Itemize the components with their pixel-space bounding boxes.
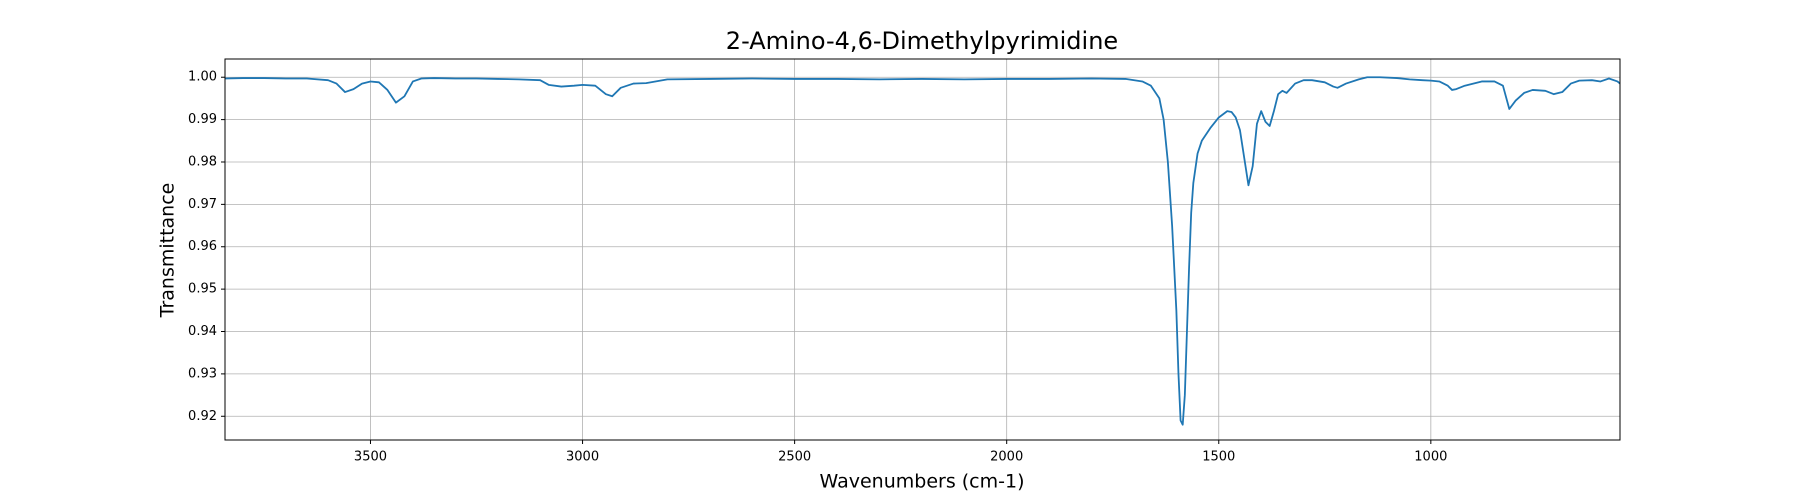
x-tick-label: 1000 [1414, 450, 1447, 465]
x-tick-label: 3500 [354, 450, 387, 465]
y-tick-label: 0.99 [188, 112, 217, 127]
plot-frame [224, 58, 1621, 441]
y-tick-label: 0.92 [188, 409, 217, 424]
y-tick-label: 0.98 [188, 154, 217, 169]
chart-title: 2-Amino-4,6-Dimethylpyrimidine [726, 27, 1118, 55]
x-tick-label: 2500 [778, 450, 811, 465]
x-tick-label: 3000 [566, 450, 599, 465]
x-tick-label: 1500 [1202, 450, 1235, 465]
y-tick-label: 1.00 [188, 70, 217, 85]
y-tick-label: 0.93 [188, 366, 217, 381]
y-tick-label: 0.96 [188, 239, 217, 254]
y-tick-label: 0.94 [188, 324, 217, 339]
y-tick-label: 0.95 [188, 282, 217, 297]
spectrum-line [224, 76, 1621, 426]
x-tick-label: 2000 [990, 450, 1023, 465]
y-tick-label: 0.97 [188, 197, 217, 212]
y-axis-label: Transmittance [157, 183, 179, 319]
x-axis-label: Wavenumbers (cm-1) [820, 471, 1025, 493]
